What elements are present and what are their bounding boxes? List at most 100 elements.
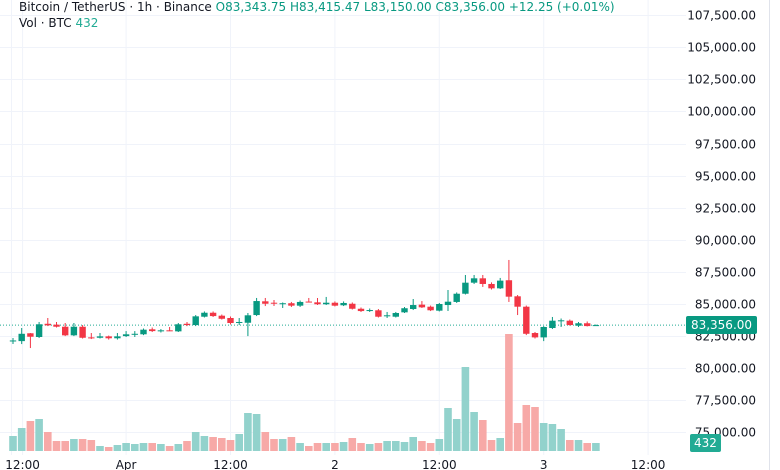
candle-body	[314, 302, 321, 305]
candle-body	[140, 329, 147, 335]
volume-bar	[322, 443, 330, 451]
volume-bar	[9, 436, 17, 451]
volume-bar	[522, 405, 531, 451]
price-tick-label: 100,000.00	[687, 105, 756, 119]
candle-body	[470, 278, 478, 283]
volume-bar	[70, 439, 78, 451]
volume-bar	[531, 407, 539, 451]
exchange: Binance	[163, 0, 212, 14]
candle-body	[331, 302, 339, 306]
volume-bar	[426, 443, 435, 451]
ohlc-low: L83,150.00	[363, 0, 432, 14]
price-tick-label: 77,500.00	[695, 394, 756, 408]
symbol-name: Bitcoin / TetherUS	[19, 0, 126, 14]
volume-bar	[392, 441, 400, 451]
candle-body	[296, 301, 304, 306]
candle-body	[349, 303, 356, 309]
interval: 1h	[136, 0, 153, 14]
volume-bar	[191, 432, 200, 451]
time-tick-label: 3	[540, 458, 548, 470]
volume-bar	[566, 440, 574, 451]
volume-bar	[557, 429, 565, 451]
price-tick-label: 97,500.00	[695, 138, 756, 152]
candle-body	[262, 301, 269, 304]
price-tick-label: 105,000.00	[687, 41, 756, 55]
symbol-legend: Bitcoin / TetherUS · 1h · Binance O83,34…	[19, 0, 615, 14]
time-tick-label: 2	[331, 458, 339, 470]
candle-body	[584, 323, 591, 327]
price-axis[interactable]: 107,500.00 105,000.00 102,500.00 100,000.00…	[687, 9, 756, 440]
candle-body	[18, 333, 25, 342]
volume-bar	[461, 367, 470, 451]
candle-body	[183, 323, 191, 326]
candle-body	[201, 312, 208, 317]
volume-bar	[226, 440, 235, 451]
candle-body	[436, 304, 443, 311]
candle-body	[323, 302, 330, 305]
candle-body	[575, 323, 582, 326]
volume-bar	[305, 446, 313, 451]
candle-body	[166, 330, 173, 332]
volume-bar	[331, 443, 339, 451]
ohlc-change: +12.25 (+0.01%)	[508, 0, 615, 14]
candle-body	[410, 305, 417, 310]
volume-bar	[505, 334, 513, 451]
volume-bar	[35, 419, 43, 451]
candle-body	[392, 312, 399, 317]
volume-bar	[52, 441, 61, 451]
candle-body	[88, 337, 95, 339]
last-volume-tag: 432	[690, 434, 721, 452]
volume-bar	[139, 443, 148, 451]
volume-bar	[278, 439, 287, 451]
volume-bar	[574, 440, 583, 451]
candle-body	[53, 324, 60, 327]
volume-label: Vol · BTC	[19, 16, 72, 30]
volume-bar	[357, 443, 365, 451]
candle-body	[557, 320, 565, 322]
price-tick-label: 80,000.00	[695, 362, 756, 376]
volume-bar	[539, 423, 548, 451]
candle-body	[70, 326, 78, 336]
candle-body	[131, 333, 138, 335]
time-axis[interactable]: 12:00 Apr 12:00 2 12:00 3 12:00	[5, 458, 665, 470]
volume-bar	[496, 438, 504, 451]
ohlc-close: C83,356.00	[435, 0, 505, 14]
candle-body	[488, 283, 495, 289]
volume-bar	[261, 432, 270, 451]
time-tick-label: 12:00	[213, 458, 248, 470]
time-tick-label: 12:00	[631, 458, 666, 470]
candle-body	[418, 304, 426, 308]
candle-body	[523, 306, 530, 334]
candles	[9, 259, 600, 349]
volume-bar	[200, 436, 209, 451]
candle-body	[122, 334, 130, 337]
volume-bar	[122, 443, 130, 451]
candle-body	[401, 308, 408, 313]
volume-bar	[96, 446, 104, 451]
volume-bar	[487, 440, 496, 451]
volume-value: 432	[75, 16, 99, 30]
candle-body	[444, 301, 452, 306]
volume-bars	[9, 334, 600, 451]
volume-bar	[470, 412, 478, 451]
volume-bar	[313, 443, 322, 451]
volume-bar	[252, 414, 261, 451]
candle-body	[270, 302, 278, 304]
volume-bar	[365, 444, 374, 451]
candle-body	[479, 278, 486, 284]
volume-bar	[148, 443, 156, 451]
volume-bar	[235, 434, 243, 451]
candle-body	[549, 320, 556, 329]
volume-bar	[270, 439, 278, 451]
volume-bar	[17, 428, 26, 451]
volume-bar	[209, 437, 217, 451]
volume-bar	[383, 441, 391, 451]
volume-bar	[339, 442, 348, 451]
volume-bar	[157, 444, 165, 451]
volume-bar	[296, 443, 304, 451]
volume-bar	[400, 442, 409, 451]
price-tick-label: 90,000.00	[695, 234, 756, 248]
price-tick-label: 95,000.00	[695, 170, 756, 184]
candle-body	[244, 315, 252, 323]
